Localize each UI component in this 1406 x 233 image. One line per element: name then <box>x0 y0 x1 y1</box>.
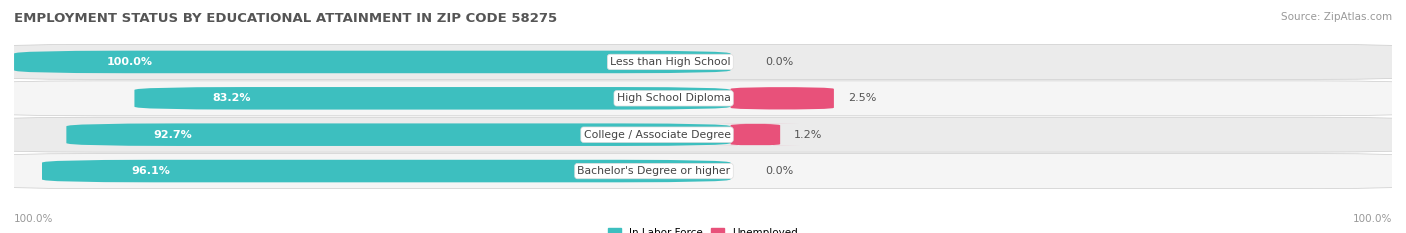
Legend: In Labor Force, Unemployed: In Labor Force, Unemployed <box>609 228 797 233</box>
Text: 2.5%: 2.5% <box>848 93 876 103</box>
FancyBboxPatch shape <box>731 87 834 110</box>
Text: Source: ZipAtlas.com: Source: ZipAtlas.com <box>1281 12 1392 22</box>
FancyBboxPatch shape <box>711 123 800 146</box>
Text: EMPLOYMENT STATUS BY EDUCATIONAL ATTAINMENT IN ZIP CODE 58275: EMPLOYMENT STATUS BY EDUCATIONAL ATTAINM… <box>14 12 557 25</box>
FancyBboxPatch shape <box>14 51 731 73</box>
Text: 100.0%: 100.0% <box>107 57 153 67</box>
FancyBboxPatch shape <box>0 45 1406 79</box>
Text: 96.1%: 96.1% <box>132 166 170 176</box>
Text: Bachelor's Degree or higher: Bachelor's Degree or higher <box>578 166 731 176</box>
Text: 0.0%: 0.0% <box>765 166 793 176</box>
FancyBboxPatch shape <box>66 123 731 146</box>
Text: 100.0%: 100.0% <box>1353 214 1392 224</box>
Text: 92.7%: 92.7% <box>153 130 191 140</box>
Text: 0.0%: 0.0% <box>765 57 793 67</box>
FancyBboxPatch shape <box>135 87 731 110</box>
FancyBboxPatch shape <box>42 160 731 182</box>
FancyBboxPatch shape <box>0 81 1406 116</box>
Text: 83.2%: 83.2% <box>212 93 252 103</box>
Text: 100.0%: 100.0% <box>14 214 53 224</box>
Text: 1.2%: 1.2% <box>794 130 823 140</box>
Text: College / Associate Degree: College / Associate Degree <box>583 130 731 140</box>
Text: High School Diploma: High School Diploma <box>617 93 731 103</box>
FancyBboxPatch shape <box>0 154 1406 188</box>
FancyBboxPatch shape <box>0 117 1406 152</box>
Text: Less than High School: Less than High School <box>610 57 731 67</box>
